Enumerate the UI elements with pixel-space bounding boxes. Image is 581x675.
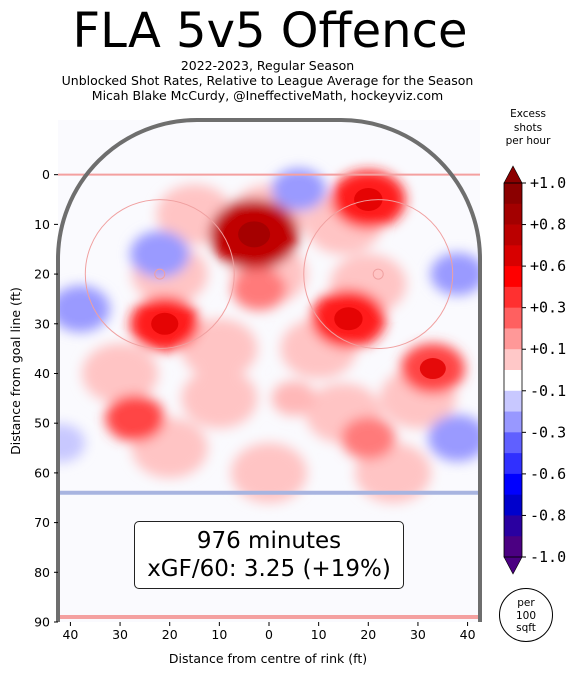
colorbar-label: -1.0 (530, 548, 566, 566)
y-tick-label: 20 (34, 267, 50, 282)
heat-hotspot (341, 416, 396, 460)
heat-hotspot (231, 267, 287, 311)
y-tick-label: 50 (34, 416, 50, 431)
heat-blob (231, 442, 307, 503)
colorbar-segment (504, 390, 522, 412)
x-tick-label: 10 (211, 627, 227, 642)
rink-markings (56, 118, 482, 622)
xgf-stat: xGF/60: 3.25 (+19%) (147, 556, 391, 582)
colorbar-segment (504, 286, 522, 309)
x-tick-label: 40 (460, 627, 476, 642)
x-tick-label: 40 (62, 627, 78, 642)
per-area-line: per (517, 597, 535, 609)
heat-blob (181, 368, 258, 429)
per-area-badge: per 100 sqft (499, 588, 553, 642)
x-tick-label: 30 (410, 627, 426, 642)
x-tick-label: 30 (112, 627, 128, 642)
y-tick-label: 10 (34, 217, 50, 232)
colorbar-segment (504, 245, 522, 267)
colorbar-label: -0.1 (530, 382, 566, 400)
heat-layer (58, 168, 480, 503)
heat-core (238, 221, 271, 248)
colorbar-top-arrow (503, 165, 523, 184)
colorbar-segment (504, 515, 522, 537)
colorbar-segment (504, 473, 522, 496)
y-tick-label: 0 (42, 167, 50, 182)
y-tick-label: 60 (34, 465, 50, 480)
colorbar-label: +0.6 (530, 257, 566, 275)
faceoff-circle (303, 199, 454, 350)
per-area-line: 100 (515, 609, 537, 622)
y-tick-label: 70 (34, 515, 50, 530)
colorbar-label: -0.6 (530, 465, 566, 483)
heat-hotspot (130, 230, 190, 278)
heat-core (354, 188, 383, 212)
colorbar-segment (504, 349, 522, 371)
colorbar-segment (504, 432, 522, 454)
heat-core (334, 307, 363, 331)
x-tick-label: 20 (360, 627, 376, 642)
faceoff-dot (372, 268, 384, 280)
heat-blob (181, 318, 258, 379)
colorbar-segment (504, 328, 522, 350)
minutes-stat: 976 minutes (196, 528, 342, 554)
heat-hotspot (430, 252, 480, 296)
y-tick-label: 80 (34, 565, 50, 580)
y-tick-label: 90 (34, 615, 50, 630)
heat-blob (82, 343, 159, 404)
heat-hotspot (58, 285, 111, 333)
colorbar-frame (503, 182, 523, 558)
y-tick-label: 40 (34, 366, 50, 381)
colorbar-label: +0.1 (530, 340, 566, 358)
colorbar-segment (504, 536, 522, 558)
colorbar-bottom-arrow (503, 556, 523, 575)
heat-core (151, 312, 179, 335)
heat-hotspot (427, 414, 480, 462)
colorbar-segment (504, 370, 522, 392)
colorbar-segment (504, 494, 522, 516)
heat-hotspot (58, 423, 86, 463)
colorbar-segment (504, 183, 522, 205)
page-title: FLA 5v5 Offence (72, 3, 468, 59)
colorbar-label: +1.0 (530, 174, 566, 192)
colorbar-segment (504, 307, 522, 329)
rink-boards (56, 118, 482, 622)
colorbar-segment (504, 453, 522, 475)
colorbar-title: Excess shots per hour (497, 108, 559, 149)
heat-hotspot (271, 380, 316, 416)
colorbar-segment (504, 411, 522, 433)
subtitle-season: 2022-2023, Regular Season (180, 58, 355, 73)
colorbar-segment (504, 266, 522, 288)
x-tick-label: 20 (162, 627, 178, 642)
colorbar-segment (504, 224, 522, 246)
y-tick-label: 30 (34, 316, 50, 331)
per-area-line: sqft (516, 622, 536, 634)
colorbar-label: -0.8 (530, 506, 566, 524)
colorbar-title-line: per hour (505, 135, 551, 147)
x-axis-label: Distance from centre of rink (ft) (169, 651, 367, 666)
colorbar-segment (504, 203, 522, 225)
heat-hotspot (105, 394, 165, 442)
faceoff-circle (84, 199, 235, 350)
colorbar-label: +0.8 (530, 216, 566, 234)
heat-core (419, 358, 446, 380)
axis-ticks: 40 30 20 10 0 10 20 30 40 0 10 20 30 40 50 60 70 80 90 (34, 167, 475, 642)
colorbar-title-line: shots (513, 121, 543, 134)
heat-hotspot (271, 168, 326, 211)
colorbar-label: +0.3 (530, 299, 566, 317)
stats-box: 976 minutes xGF/60: 3.25 (+19%) (134, 521, 404, 589)
colorbar-title-line: Excess (510, 108, 546, 120)
faceoff-dot (154, 268, 166, 280)
x-tick-label: 0 (265, 627, 273, 642)
y-axis-label: Distance from goal line (ft) (8, 287, 23, 455)
subtitle-description: Unblocked Shot Rates, Relative to League… (61, 73, 474, 88)
colorbar: +1.0 +0.8 +0.6 +0.3 +0.1 -0.1 -0.3 -0.6 -0.8 -1.0 (503, 165, 566, 575)
colorbar-label: -0.3 (530, 423, 566, 441)
subtitle-author: Micah Blake McCurdy, @IneffectiveMath, h… (91, 88, 444, 103)
x-tick-label: 10 (311, 627, 327, 642)
